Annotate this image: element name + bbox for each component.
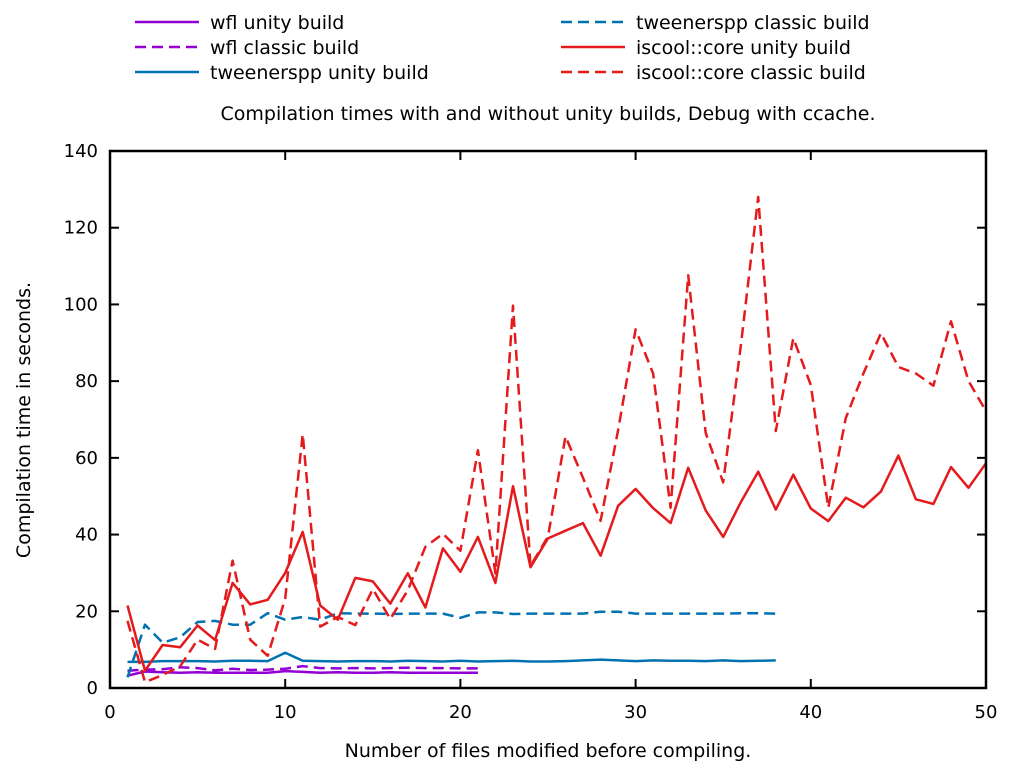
y-axis-label: Compilation time in seconds. — [13, 282, 35, 558]
legend-label-5: iscool::core classic build — [636, 62, 866, 84]
x-tick-label: 0 — [104, 702, 115, 723]
series-line-3 — [126, 610, 776, 678]
y-tick-label: 120 — [64, 218, 98, 239]
x-tick-label: 20 — [449, 702, 472, 723]
series-layer — [126, 195, 988, 684]
legend-label-4: iscool::core unity build — [636, 37, 851, 59]
y-tick-label: 0 — [87, 678, 98, 699]
y-tick-label: 60 — [75, 448, 98, 469]
series-line-4 — [126, 454, 988, 672]
legend-label-3: tweenerspp classic build — [636, 12, 870, 34]
legend-label-1: wfl classic build — [210, 37, 359, 59]
legend-label-2: tweenerspp unity build — [210, 62, 429, 84]
legend: wfl unity build wfl classic build tweeners… — [135, 12, 870, 84]
legend-label-0: wfl unity build — [210, 12, 344, 34]
series-line-1 — [127, 664, 478, 672]
series-line-2 — [127, 651, 776, 664]
x-axis-label: Number of files modified before compilin… — [345, 740, 752, 762]
y-tick-label: 140 — [64, 141, 98, 162]
series-line-0 — [127, 669, 478, 677]
x-tick-label: 50 — [975, 702, 998, 723]
y-tick-label: 40 — [75, 525, 98, 546]
y-tick-label: 20 — [75, 601, 98, 622]
series-line-5 — [126, 195, 988, 684]
x-tick-label: 30 — [624, 702, 647, 723]
y-tick-label: 80 — [75, 371, 98, 392]
axes: 0 10 20 30 40 50 0 20 40 60 80 100 120 140 — [64, 141, 998, 723]
x-tick-label: 40 — [799, 702, 822, 723]
x-tick-label: 10 — [274, 702, 297, 723]
plot-frame — [108, 149, 988, 690]
chart-title: Compilation times with and without unity… — [221, 103, 876, 125]
y-tick-label: 100 — [64, 294, 98, 315]
